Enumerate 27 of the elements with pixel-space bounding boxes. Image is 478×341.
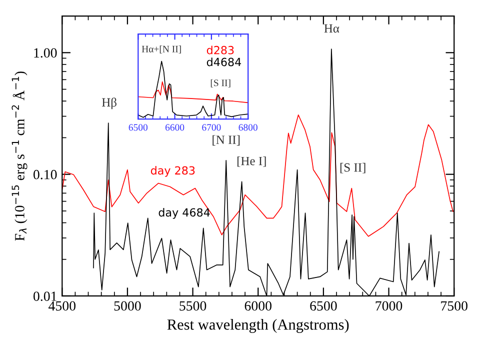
x-tick-label: 4500 [48,301,76,311]
x-axis-title: Rest wavelength (Angstroms) [167,319,349,333]
x-tick-label: 7000 [376,301,402,311]
x-tick-label: 6700 [202,124,221,131]
x-tick-label: 6000 [244,301,272,311]
x-tick-label: 7500 [441,301,468,311]
x-tick-label: 6500 [310,301,337,311]
annotation: Hβ [102,98,116,110]
x-tick-label: 6800 [238,124,258,131]
series-label: day 4684 [158,208,210,219]
text: d4684 [206,58,242,66]
annotation: [S II] [340,162,366,174]
text: F$_{λ}$ (10$^{−15}$ erg s$^{−1}$ cm$^{−2}$ Å$^{−1}$) [12,72,28,241]
x-tick-label: 6500 [128,124,148,131]
x-tick-label: 5500 [180,301,206,311]
y-tick-label: 1.00 [34,48,57,58]
x-tick-label: 6600 [165,124,184,131]
text: d283 [206,46,234,54]
annotation: Hα [324,24,340,33]
y-tick-label: 0.01 [34,292,56,302]
y-tick-label: 0.10 [34,170,57,180]
x-tick-label: 5000 [114,301,141,311]
annotation: [He I] [237,156,266,167]
annotation: Hα+[N II] [142,45,181,54]
series-label: day 283 [150,166,195,177]
annotation: [S II] [210,79,230,88]
annotation: [N II] [212,135,240,146]
